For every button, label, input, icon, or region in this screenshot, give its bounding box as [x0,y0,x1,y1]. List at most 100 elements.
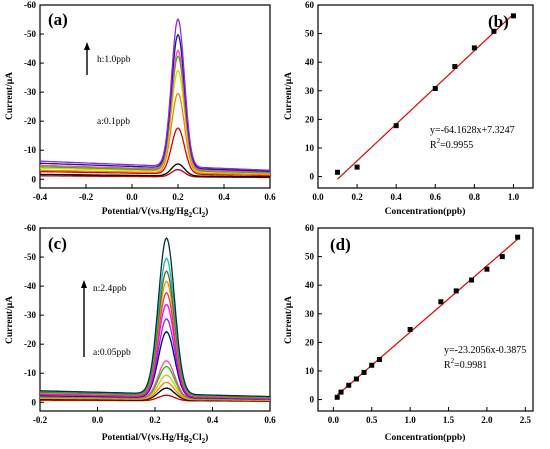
data-point [471,45,477,51]
y-tick-label: 50 [305,29,315,39]
y-tick-label: -50 [24,29,36,39]
y-tick-label: 0 [310,172,315,182]
data-point [484,266,490,272]
x-tick-label: 2.5 [520,415,532,425]
data-point [376,357,382,363]
data-point [335,169,341,175]
voltammogram-curve [40,163,270,178]
voltammogram-curve [40,33,271,172]
x-axis-label: Concentration(ppb) [385,432,466,443]
x-tick-label: 0.2 [351,192,363,202]
x-tick-label: -0.2 [79,192,94,202]
x-tick-label: 0.0 [312,192,324,202]
data-point [438,299,444,305]
data-point [338,389,344,395]
y-tick-label: -10 [24,368,36,378]
y-tick-label: 20 [305,337,315,347]
data-point [469,277,475,283]
y-tick-label: -40 [24,58,36,68]
x-tick-label: 0.5 [366,415,378,425]
x-tick-label: 0.0 [92,415,104,425]
voltammogram-curve [39,54,270,174]
data-point [407,327,413,333]
data-point [361,369,367,375]
y-axis-label: Current/μA [284,72,294,120]
x-tick-label: 0.8 [469,192,481,202]
y-axis-label: Current/μA [5,296,15,344]
y-tick-label: 30 [305,86,315,96]
data-point [453,288,459,294]
voltammogram-curve [39,69,270,175]
data-point [491,28,497,34]
panel-label: (a) [48,10,68,29]
arrow-head [81,280,87,288]
r-squared: R2=0.9981 [444,357,487,371]
x-tick-label: 0.0 [126,192,138,202]
panel-d-frame [317,227,534,412]
x-tick-label: 0.0 [328,415,340,425]
x-tick-label: 0.4 [391,192,403,202]
y-tick-label: -20 [24,339,36,349]
annotation-bottom: a:0.05ppb [93,348,131,358]
panel-a-frame [39,4,271,189]
y-tick-label: -20 [24,116,36,126]
data-point [354,164,360,170]
voltammogram-curve [40,92,271,176]
y-tick-label: 40 [305,57,315,67]
fit-line [336,238,519,396]
x-tick-label: 0.2 [172,192,184,202]
x-tick-label: -0.4 [33,192,48,202]
y-tick-label: -60 [24,0,36,10]
panel-a: -0.4 -0.2 0.0 0.2 0.4 0.60-10-20-30-40-50-60 … [5,0,276,219]
data-point [346,382,352,388]
x-axis-label: Concentration(ppb) [385,206,466,217]
y-tick-label: 0 [310,395,315,405]
voltammogram-curve [39,49,270,173]
data-point [432,85,438,91]
voltammogram-curve [40,236,270,398]
y-tick-label: 40 [305,280,315,290]
data-point [353,376,359,382]
x-tick-label: 0.4 [207,415,219,425]
x-tick-label: 2.0 [481,415,493,425]
regression-equation: y=-64.1628x+7.3247 [430,125,515,136]
annotation-top: n:2.4ppb [93,284,127,294]
data-point [510,13,516,19]
x-tick-label: 0.4 [218,192,230,202]
annotation-top: h:1.0ppb [97,55,131,65]
voltammogram-curve [40,17,270,171]
y-tick-label: 60 [305,223,315,233]
regression-equation: y=-23.2056x-0.3875 [444,345,526,356]
y-axis-label: Current/μA [5,72,15,120]
y-tick-label: 50 [305,252,315,262]
x-tick-label: 1.0 [508,192,520,202]
y-tick-label: -30 [24,310,36,320]
data-point [369,362,375,368]
y-tick-label: -50 [24,252,36,262]
x-tick-label: 0.6 [264,192,276,202]
panel-d: 0.0 0.5 1.0 1.5 2.0 2.5 0 10 20 30 40 50 60 (d) y=-2… [284,223,534,443]
panel-label: (d) [330,235,351,254]
y-tick-label: 60 [305,0,315,10]
annotation-bottom: a:0.1ppb [97,117,130,127]
data-point [515,234,521,240]
r-squared: R2=0.9955 [430,137,473,151]
y-tick-label: -10 [24,145,36,155]
y-tick-label: -30 [24,87,36,97]
x-tick-label: 0.6 [430,192,442,202]
x-tick-label: 0.2 [149,415,161,425]
panel-b: 0.0 0.2 0.4 0.6 0.8 1.0 0 10 20 30 40 50 60 (b) y=-6… [284,0,534,217]
y-tick-label: -60 [24,223,36,233]
x-axis-label: Potential/V(vs.Hg/Hg2Cl2) [102,206,209,219]
y-tick-label: 10 [305,366,315,376]
y-tick-label: 0 [32,397,37,407]
y-tick-label: 30 [305,309,315,319]
voltammogram-curve [40,168,270,179]
x-axis-label: Potential/V(vs.Hg/Hg2Cl2) [102,432,209,445]
y-tick-label: 0 [32,174,37,184]
y-tick-label: 10 [305,143,315,153]
x-tick-label: -0.2 [33,415,48,425]
voltammogram-curve [40,127,271,177]
data-point [393,123,399,129]
